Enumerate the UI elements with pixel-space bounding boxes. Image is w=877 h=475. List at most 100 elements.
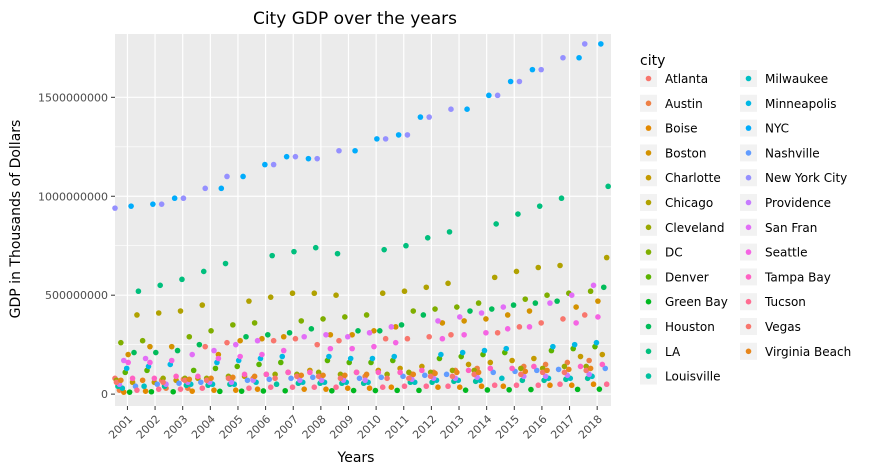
data-point [142, 355, 149, 362]
data-point [406, 369, 412, 376]
legend-marker [745, 249, 752, 255]
data-point [507, 78, 514, 85]
y-axis-ticks: 0 500000000 1000000000 1500000000 [38, 91, 115, 401]
data-point [494, 92, 501, 99]
x-tick-label: 2008 [300, 413, 329, 442]
legend-item: Cleveland [640, 218, 725, 236]
data-point [279, 353, 286, 360]
legend-label: Boston [665, 146, 706, 160]
data-point [395, 132, 402, 138]
data-point [544, 367, 550, 374]
data-point [487, 359, 494, 366]
data-point [590, 381, 597, 388]
data-point [289, 384, 296, 391]
legend-marker [745, 125, 752, 131]
data-point [125, 351, 131, 358]
data-point [461, 318, 467, 324]
data-point [320, 316, 326, 322]
data-point [371, 343, 377, 350]
data-point [259, 351, 265, 358]
x-tick-label: 2016 [521, 413, 550, 442]
data-point [230, 374, 236, 381]
data-point [273, 381, 280, 388]
x-tick-label: 2003 [161, 413, 190, 442]
data-point [371, 328, 377, 334]
data-point [151, 375, 158, 382]
data-point [301, 386, 308, 392]
data-point [432, 306, 438, 312]
data-point [272, 371, 278, 378]
data-point [139, 377, 146, 384]
legend-marker [745, 274, 752, 280]
data-point [531, 355, 537, 362]
data-point [125, 359, 131, 366]
data-point [251, 320, 258, 326]
legend-label: NYC [765, 122, 789, 136]
data-point [595, 314, 601, 320]
data-point [349, 331, 355, 338]
data-point [560, 316, 566, 322]
data-point [147, 343, 153, 350]
data-point [202, 185, 209, 192]
legend-label: Louisville [665, 370, 721, 384]
data-point [244, 377, 251, 384]
legend-item: Boise [640, 119, 698, 137]
data-point [573, 320, 579, 326]
data-point [148, 388, 155, 395]
data-point [211, 387, 217, 393]
legend-label: Vegas [765, 320, 801, 334]
legend-marker [745, 174, 752, 181]
data-point [366, 329, 373, 336]
data-point [237, 353, 243, 360]
y-tick-label: 500000000 [45, 289, 108, 302]
data-point [186, 376, 193, 383]
data-point [464, 106, 470, 112]
data-point [150, 201, 156, 207]
legend-label: Chicago [665, 196, 713, 210]
data-point [490, 369, 497, 376]
data-point [318, 377, 325, 384]
data-point [344, 333, 351, 340]
legend-marker [745, 75, 752, 82]
data-point [262, 161, 268, 168]
data-point [484, 387, 491, 393]
data-point [215, 355, 222, 362]
legend-label: Seattle [765, 246, 807, 260]
data-point [237, 337, 243, 344]
data-point [403, 242, 409, 249]
data-point [292, 335, 299, 342]
data-point [445, 280, 451, 287]
legend-marker [745, 298, 752, 305]
data-point [382, 136, 389, 142]
data-point [123, 365, 130, 372]
data-point [544, 292, 550, 298]
data-point [212, 365, 219, 372]
data-point [366, 385, 373, 391]
data-point [449, 373, 456, 380]
data-point [515, 211, 521, 217]
data-point [581, 41, 588, 47]
data-point [404, 335, 411, 342]
legend-item: Atlanta [640, 70, 708, 87]
data-point [426, 114, 432, 120]
data-point [363, 371, 370, 378]
data-point [342, 372, 348, 379]
data-point [583, 367, 590, 374]
data-point [315, 373, 322, 380]
legend-marker [745, 150, 752, 156]
data-point [510, 302, 517, 308]
legend-marker [645, 125, 652, 131]
x-tick-label: 2012 [410, 413, 439, 442]
legend-label: LA [665, 345, 681, 359]
data-point [475, 369, 482, 376]
legend-label: DC [665, 246, 683, 260]
data-point [422, 372, 428, 379]
data-point [342, 314, 348, 320]
data-point [536, 203, 543, 209]
legend-item: Virginia Beach [740, 342, 851, 360]
data-point [423, 284, 430, 291]
x-tick-label: 2007 [272, 413, 301, 442]
legend-marker [645, 373, 652, 379]
data-point [542, 361, 549, 368]
data-point [208, 328, 214, 334]
